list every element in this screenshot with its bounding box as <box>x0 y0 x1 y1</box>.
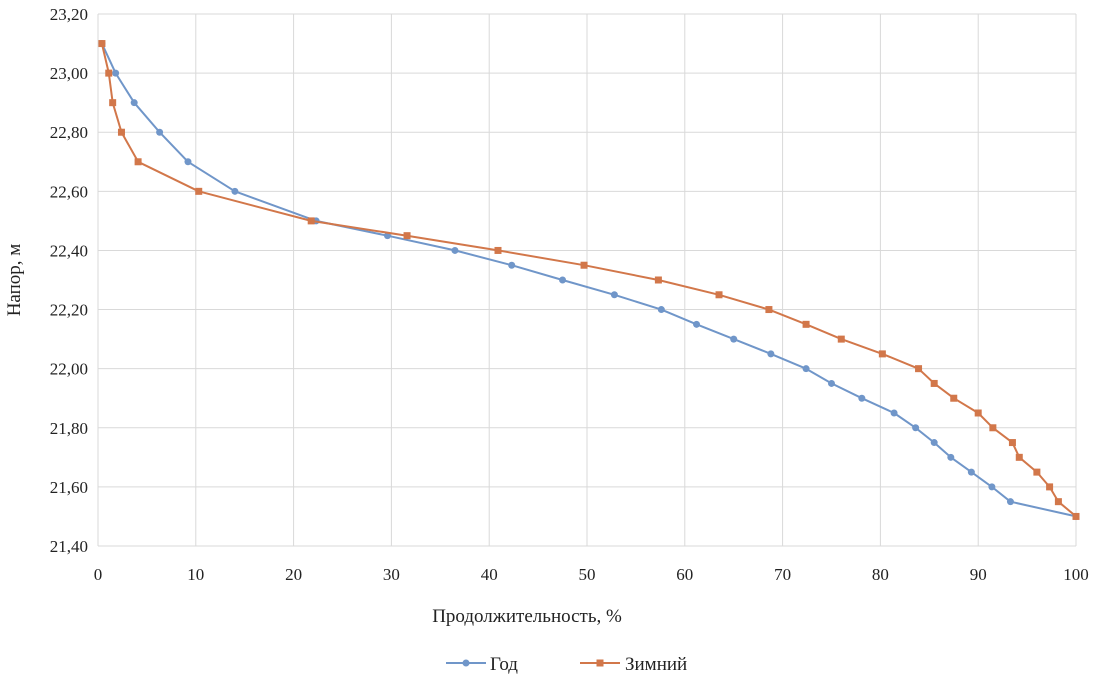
data-point-god <box>890 409 898 417</box>
x-tick-label: 70 <box>774 565 791 584</box>
y-tick-label: 21,60 <box>50 478 88 497</box>
data-point-god <box>559 276 567 284</box>
legend-marker-zimniy <box>596 659 604 667</box>
data-point-zimniy <box>105 69 113 77</box>
data-point-god <box>947 453 955 461</box>
x-tick-label: 90 <box>970 565 987 584</box>
data-point-zimniy <box>403 232 411 240</box>
legend-item-god: Год <box>446 654 518 675</box>
data-point-god <box>508 261 516 269</box>
y-tick-label: 22,80 <box>50 123 88 142</box>
legend-item-zimniy: Зимний <box>580 654 687 675</box>
x-tick-label: 10 <box>187 565 204 584</box>
data-point-zimniy <box>134 158 142 166</box>
data-point-zimniy <box>1072 512 1080 520</box>
data-point-zimniy <box>974 409 982 417</box>
x-tick-label: 60 <box>676 565 693 584</box>
data-point-god <box>657 306 665 314</box>
gridlines <box>98 13 1077 546</box>
x-tick-label: 30 <box>383 565 400 584</box>
data-point-god <box>767 350 775 358</box>
data-point-god <box>967 468 975 476</box>
data-point-god <box>610 291 618 299</box>
series-zimniy <box>98 40 1080 520</box>
data-point-god <box>858 394 866 402</box>
data-point-god <box>930 439 938 447</box>
x-tick-label: 100 <box>1063 565 1089 584</box>
data-point-zimniy <box>195 187 203 195</box>
x-axis-title: Продолжительность, % <box>432 606 622 627</box>
data-point-god <box>112 69 120 77</box>
data-point-zimniy <box>715 291 723 299</box>
data-point-zimniy <box>915 365 923 373</box>
series-lines <box>98 40 1080 520</box>
x-tick-labels: 0 10 20 30 40 50 60 70 80 90 100 <box>94 565 1089 584</box>
data-point-god <box>1006 498 1014 506</box>
data-point-god <box>693 320 701 328</box>
data-point-god <box>912 424 920 432</box>
data-point-zimniy <box>494 246 502 254</box>
series-god <box>98 40 1080 520</box>
data-point-god <box>828 379 835 387</box>
x-tick-label: 80 <box>872 565 889 584</box>
data-point-god <box>802 365 810 373</box>
series-line-zimniy <box>100 43 1077 518</box>
data-point-zimniy <box>1033 468 1041 476</box>
data-point-zimniy <box>580 261 588 269</box>
data-point-god <box>184 158 192 166</box>
x-tick-label: 0 <box>94 565 103 584</box>
axes <box>97 14 1076 547</box>
data-point-zimniy <box>802 320 810 328</box>
y-tick-label: 22,40 <box>50 241 88 260</box>
data-point-zimniy <box>98 40 106 48</box>
data-point-zimniy <box>109 99 117 107</box>
data-point-god <box>130 99 138 107</box>
data-point-zimniy <box>307 217 315 225</box>
y-tick-label: 21,40 <box>50 537 88 556</box>
data-point-zimniy <box>765 306 773 314</box>
data-point-god <box>156 128 164 136</box>
y-tick-label: 22,60 <box>50 182 88 201</box>
x-tick-label: 50 <box>579 565 596 584</box>
y-tick-label: 23,00 <box>50 64 88 83</box>
legend-marker-god <box>462 659 470 667</box>
data-point-zimniy <box>878 350 886 358</box>
data-point-god <box>988 483 996 491</box>
x-tick-label: 20 <box>285 565 302 584</box>
data-point-zimniy <box>1015 453 1023 461</box>
data-point-god <box>451 246 459 254</box>
legend-label-zimniy: Зимний <box>625 654 687 675</box>
legend: Год Зимний <box>446 654 687 675</box>
data-point-zimniy <box>1008 439 1016 447</box>
series-line-god <box>100 43 1077 518</box>
data-point-god <box>231 187 239 195</box>
x-tick-label: 40 <box>481 565 498 584</box>
y-tick-label: 22,00 <box>50 360 88 379</box>
legend-label-god: Год <box>490 654 518 675</box>
y-axis-title: Напор, м <box>4 244 25 317</box>
y-tick-labels: 21,40 21,60 21,80 22,00 22,20 22,40 22,60 22,80… <box>50 5 88 556</box>
data-point-zimniy <box>1046 483 1054 491</box>
data-point-zimniy <box>837 335 845 343</box>
data-point-god <box>730 335 738 343</box>
y-tick-label: 23,20 <box>50 5 88 24</box>
data-point-zimniy <box>654 276 662 284</box>
data-point-zimniy <box>989 424 997 432</box>
y-tick-label: 21,80 <box>50 419 88 438</box>
data-point-zimniy <box>117 128 125 136</box>
data-point-zimniy <box>950 394 958 402</box>
data-point-zimniy <box>930 379 938 387</box>
data-point-zimniy <box>1054 498 1062 506</box>
y-tick-label: 22,20 <box>50 301 88 320</box>
